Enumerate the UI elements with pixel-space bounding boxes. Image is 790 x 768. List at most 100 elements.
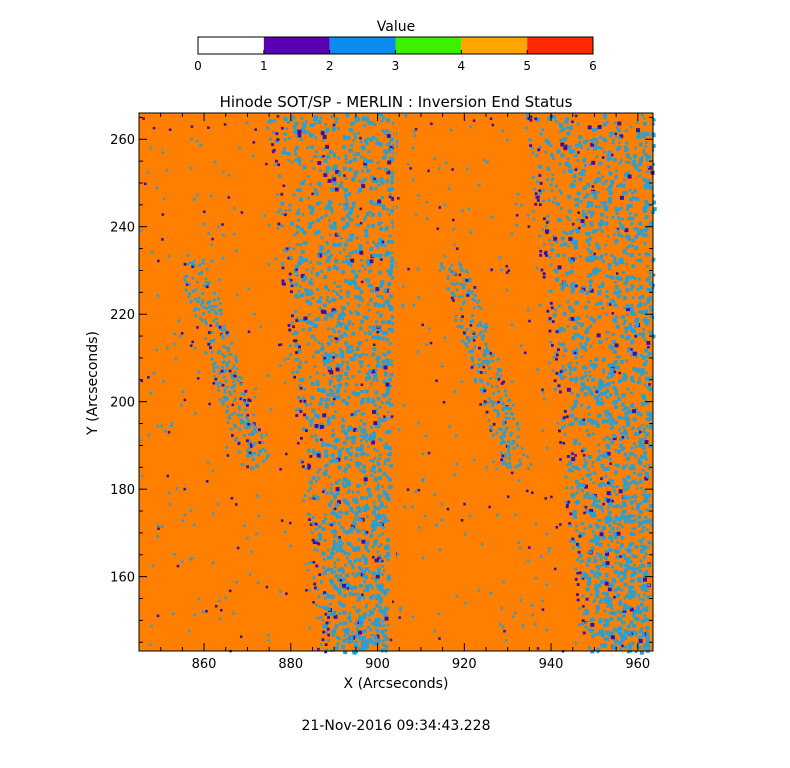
field-cell [622,190,627,195]
field-cell [600,397,603,401]
field-cell [642,150,646,154]
field-cell [268,120,272,124]
field-cell [465,278,469,282]
field-cell [365,503,369,507]
field-cell [624,629,628,633]
field-cell [555,526,559,529]
field-cell [581,476,585,480]
field-cell [630,311,635,316]
field-cell [646,170,649,174]
field-cell [201,261,205,265]
field-cell [317,161,322,165]
field-cell [350,586,355,591]
field-cell [608,530,612,534]
field-cell [334,410,337,414]
field-cell [321,619,324,622]
field-cell [565,271,570,276]
field-cell [358,409,361,413]
field-cell [570,241,574,245]
field-cell [631,612,635,616]
field-cell [210,357,214,361]
field-cell [608,185,613,190]
field-cell [346,587,350,590]
field-cell [607,418,610,421]
field-cell [334,458,339,463]
field-cell [636,121,639,124]
field-cell [592,574,596,578]
field-cell [558,189,562,192]
field-cell [230,427,233,431]
field-cell [544,138,549,143]
field-cell [361,169,364,173]
field-cell [458,273,462,277]
field-cell [555,357,558,361]
field-cell [313,117,318,122]
field-cell [548,361,551,365]
field-cell [633,442,636,446]
field-cell [349,357,354,361]
field-cell [619,505,623,509]
field-cell [586,468,590,472]
field-cell [622,606,627,611]
field-cell [379,597,384,601]
field-cell [526,213,530,217]
field-cell [613,489,616,493]
field-cell [173,342,177,346]
field-cell [368,210,372,214]
field-cell [575,154,579,158]
field-cell [248,451,252,455]
field-cell [619,546,623,549]
field-cell [578,177,583,182]
field-cell [640,114,644,117]
field-cell [371,369,376,374]
field-cell [648,275,652,279]
field-cell [480,380,484,384]
field-cell [346,427,351,432]
field-cell [636,368,641,373]
field-cell [330,453,335,458]
field-cell [377,324,381,328]
field-cell [560,153,565,158]
field-cell [220,369,224,373]
field-cell [648,444,653,449]
x-tick-label: 940 [539,657,564,672]
field-cell [279,343,283,346]
field-cell [628,559,633,564]
field-cell [438,206,442,209]
field-cell [375,202,380,206]
field-cell [514,513,517,517]
field-cell [616,541,620,544]
field-cell [637,594,641,597]
field-cell [530,146,534,150]
field-cell [605,388,610,393]
field-cell [309,423,313,427]
field-cell [312,561,316,564]
field-cell [343,389,347,393]
field-cell [306,568,310,572]
field-cell [381,643,385,647]
field-cell [349,237,354,242]
field-cell [562,416,566,420]
field-cell [580,376,585,381]
field-cell [397,428,401,431]
field-cell [511,439,515,443]
field-cell [363,482,367,486]
field-cell [629,253,634,258]
field-cell [218,327,222,331]
field-cell [339,289,343,293]
field-cell [181,519,184,522]
field-cell [327,327,330,331]
field-cell [470,365,474,369]
field-cell [328,200,333,205]
field-cell [633,227,636,231]
field-cell [598,378,603,383]
field-cell [642,131,646,136]
field-cell [210,331,214,334]
field-cell [635,355,638,359]
field-cell [232,612,235,615]
field-cell [587,210,591,214]
field-cell [325,442,330,447]
field-cell [361,264,365,268]
field-cell [327,522,331,526]
field-cell [387,283,391,287]
